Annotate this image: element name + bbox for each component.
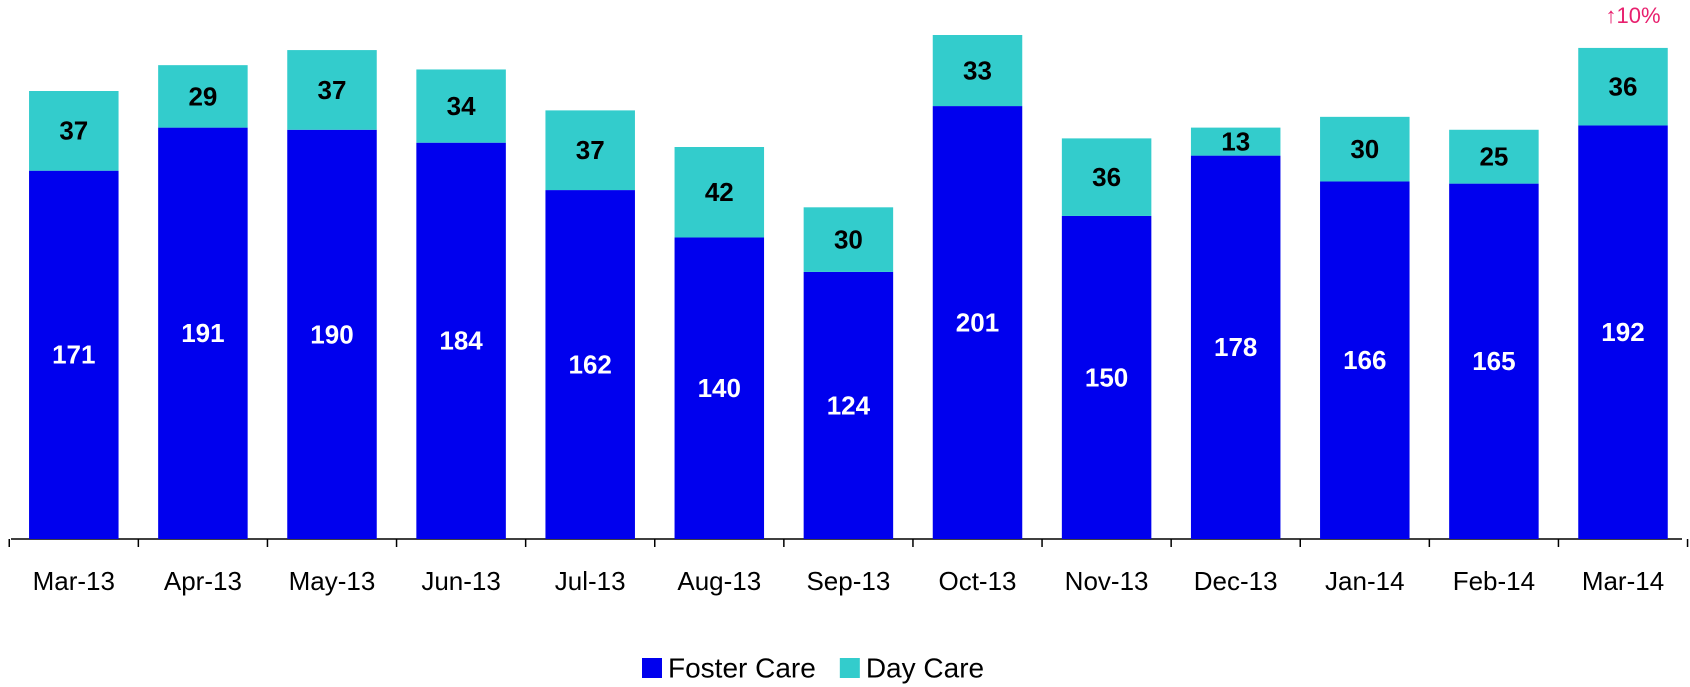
data-label: 178 — [1214, 332, 1257, 362]
bar-segment — [416, 69, 506, 143]
legend-swatch — [839, 658, 860, 678]
bar-segment — [1449, 183, 1539, 539]
bar-segment — [1449, 129, 1539, 184]
x-tick-label: Jan-14 — [1325, 566, 1405, 596]
x-tick-label: Aug-13 — [677, 566, 761, 596]
data-label: 33 — [963, 55, 992, 85]
x-tick-label: Jun-13 — [421, 566, 501, 596]
x-tick-label: Mar-13 — [33, 566, 115, 596]
bar-segment — [287, 50, 377, 130]
x-tick-label: Sep-13 — [806, 566, 890, 596]
x-tick-label: May-13 — [289, 566, 376, 596]
legend-label: Foster Care — [668, 652, 816, 683]
x-tick-label: Oct-13 — [938, 566, 1016, 596]
data-label: 201 — [956, 307, 999, 337]
bar-segment — [29, 170, 119, 539]
data-label: 171 — [52, 340, 95, 370]
bar-segment — [416, 142, 506, 539]
bar-segment — [1190, 127, 1281, 156]
annotation: ↑10% — [1605, 3, 1660, 28]
bar-segment — [1061, 215, 1152, 539]
data-label: 165 — [1472, 346, 1515, 376]
data-label: 42 — [705, 177, 734, 207]
bar-segment — [674, 237, 765, 539]
data-label: 36 — [1092, 162, 1121, 192]
data-label: 192 — [1601, 317, 1644, 347]
bar-segment — [932, 35, 1023, 107]
data-label: 140 — [698, 373, 741, 403]
data-label: 191 — [181, 318, 224, 348]
bar-segment — [1320, 181, 1410, 539]
data-label: 190 — [310, 319, 353, 349]
data-label: 124 — [827, 390, 871, 420]
bar-segment — [29, 91, 119, 171]
x-tick-label: Nov-13 — [1065, 566, 1149, 596]
data-label: 30 — [834, 224, 863, 254]
data-label: 37 — [318, 75, 347, 105]
bar-segment — [158, 127, 248, 539]
data-label: 30 — [1350, 134, 1379, 164]
data-label: 36 — [1609, 72, 1638, 102]
bar-segment — [1061, 138, 1152, 216]
data-label: 25 — [1479, 142, 1508, 172]
data-label: 150 — [1085, 362, 1128, 392]
data-label: 162 — [569, 349, 612, 379]
legend-swatch — [642, 658, 662, 678]
data-label: 37 — [59, 116, 88, 146]
bar-segment — [1190, 155, 1281, 539]
x-tick-label: Apr-13 — [164, 566, 242, 596]
bar-segment — [158, 65, 248, 128]
bar-segment — [545, 190, 635, 540]
x-tick-label: Mar-14 — [1582, 566, 1664, 596]
bar-segment — [932, 106, 1023, 540]
bar-segment — [1320, 116, 1410, 182]
bar-segment — [803, 271, 894, 539]
x-tick-label: Dec-13 — [1194, 566, 1278, 596]
bar-segment — [545, 110, 635, 191]
x-tick-label: Jul-13 — [555, 566, 626, 596]
data-label: 37 — [576, 135, 605, 165]
data-label: 166 — [1343, 345, 1386, 375]
data-label: 13 — [1221, 126, 1250, 156]
bar-segment — [1578, 125, 1668, 539]
bar-segment — [287, 129, 377, 539]
bar-segment — [803, 207, 894, 272]
data-label: 184 — [439, 326, 483, 356]
x-tick-label: Feb-14 — [1453, 566, 1535, 596]
data-label: 29 — [188, 81, 217, 111]
data-label: 34 — [447, 91, 476, 121]
legend-label: Day Care — [866, 652, 984, 683]
bar-segment — [674, 147, 765, 238]
bar-segment — [1578, 47, 1668, 126]
